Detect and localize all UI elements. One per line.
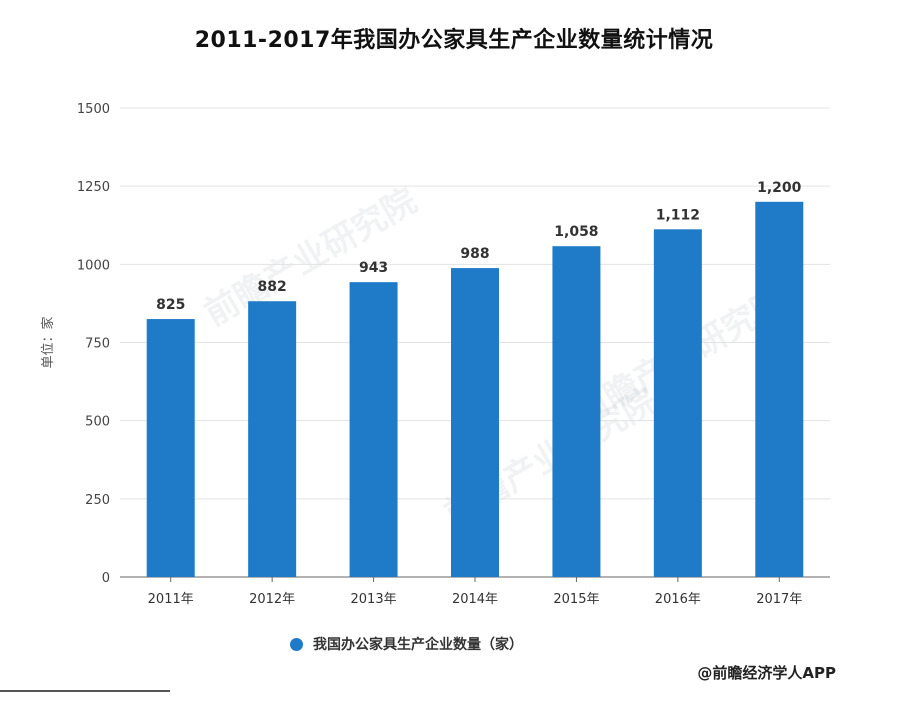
x-tick-label: 2012年 bbox=[249, 592, 295, 607]
bar bbox=[248, 301, 297, 577]
x-tick-label: 2015年 bbox=[553, 592, 599, 607]
source-credit: @前瞻经济学人APP bbox=[697, 664, 836, 682]
x-tick-label: 2016年 bbox=[655, 592, 701, 607]
y-tick-label: 1000 bbox=[77, 258, 110, 273]
data-label: 1,058 bbox=[554, 224, 598, 240]
bar bbox=[451, 268, 499, 577]
legend-label: 我国办公家具生产企业数量（家） bbox=[313, 637, 523, 653]
x-tick-label: 2011年 bbox=[148, 592, 194, 607]
legend-marker bbox=[290, 637, 303, 651]
divider bbox=[0, 690, 170, 692]
y-tick-label: 0 bbox=[102, 571, 110, 586]
y-tick-label: 1500 bbox=[77, 102, 110, 117]
bar bbox=[653, 229, 702, 577]
x-tick-label: 2014年 bbox=[452, 592, 498, 607]
bar bbox=[349, 282, 398, 577]
chart-title: 2011-2017年我国办公家具生产企业数量统计情况 bbox=[194, 28, 714, 53]
y-tick-label: 750 bbox=[85, 337, 110, 352]
legend[interactable]: 我国办公家具生产企业数量（家） bbox=[290, 633, 523, 655]
y-tick-label: 250 bbox=[85, 493, 110, 508]
bar bbox=[755, 201, 804, 578]
x-tick-label: 2017年 bbox=[756, 592, 802, 607]
data-label: 988 bbox=[460, 246, 489, 262]
data-label: 943 bbox=[359, 260, 388, 276]
y-tick-label: 1250 bbox=[77, 180, 110, 195]
data-label: 1,200 bbox=[757, 180, 802, 196]
y-axis-label: 单位：家 bbox=[40, 316, 56, 368]
data-label: 1,112 bbox=[656, 207, 700, 223]
data-label: 882 bbox=[258, 279, 287, 295]
bar bbox=[146, 319, 195, 577]
data-label: 825 bbox=[156, 297, 185, 313]
bar bbox=[552, 246, 601, 577]
y-tick-label: 500 bbox=[85, 415, 110, 430]
x-tick-label: 2013年 bbox=[351, 592, 397, 607]
